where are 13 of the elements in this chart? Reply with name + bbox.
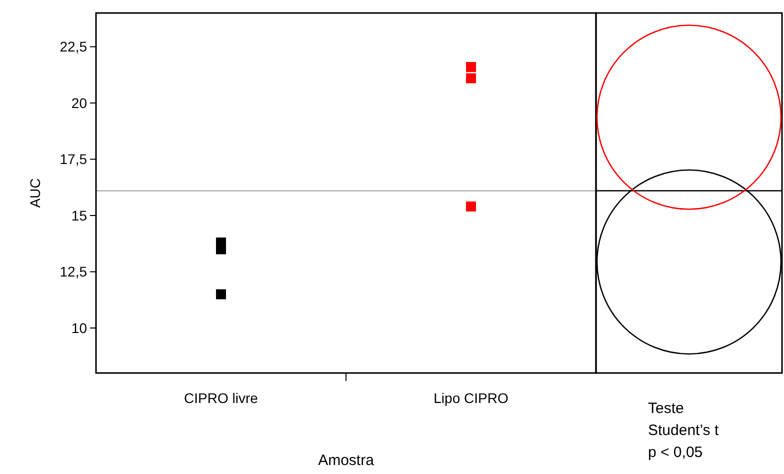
text: p < 0,05: [648, 444, 703, 461]
text: Student’s t: [648, 422, 720, 439]
y-axis-title: AUC: [27, 178, 43, 208]
y-tick-label: 12,5: [60, 264, 88, 280]
y-tick-label: 20: [71, 94, 88, 111]
text: Teste: [648, 400, 684, 417]
x-tick-label: Lipo CIPRO: [434, 390, 508, 406]
x-axis-title: Amostra: [318, 452, 375, 469]
x-tick-label: CIPRO livre: [184, 390, 258, 406]
y-tick-label: 10: [71, 320, 88, 336]
y-tick-label: 15: [71, 207, 88, 224]
y-tick-label: 22,5: [60, 38, 88, 55]
y-tick-label: 17,5: [60, 151, 88, 168]
